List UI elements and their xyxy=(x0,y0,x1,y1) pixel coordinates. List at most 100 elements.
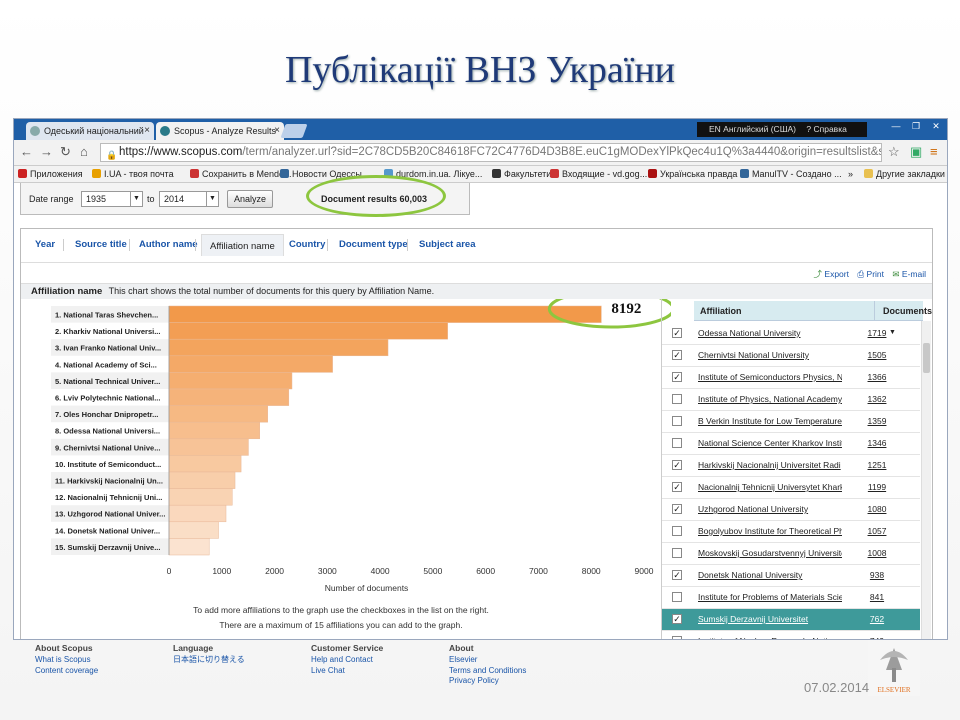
bookmark-item[interactable]: Входящие - vd.gog... xyxy=(550,166,647,182)
document-count-link[interactable]: 749 xyxy=(852,636,902,639)
minimize-icon[interactable]: — xyxy=(891,121,901,131)
back-icon[interactable]: ← xyxy=(20,144,33,159)
list-item[interactable]: Moskovskij Gosudarstvennyj Universite 100… xyxy=(662,543,920,565)
affiliation-link[interactable]: Sumskij Derzavnij Universitet xyxy=(698,614,809,624)
bookmark-item[interactable]: ManulTV - Создано ... xyxy=(740,166,842,182)
list-scrollbar[interactable] xyxy=(921,321,931,639)
document-count-link[interactable]: 1366 xyxy=(867,372,887,382)
document-count-link[interactable]: 1080 xyxy=(867,504,887,514)
document-count-link[interactable]: 1346 xyxy=(867,438,887,448)
affiliation-checkbox[interactable]: ✓ xyxy=(672,614,682,624)
restore-icon[interactable]: ❐ xyxy=(911,121,921,131)
bookmark-item[interactable]: I.UA - твоя почта xyxy=(92,166,174,182)
affiliation-link[interactable]: Institute of Semiconductors Physics, N xyxy=(698,372,842,382)
affiliation-checkbox[interactable] xyxy=(672,548,682,558)
footer-link[interactable]: Terms and Conditions xyxy=(449,665,527,675)
list-item[interactable]: Bogolyubov Institute for Theoretical Ph 1… xyxy=(662,521,920,543)
documents-header[interactable]: Documents ▼ xyxy=(874,301,932,336)
affiliation-checkbox[interactable]: ✓ xyxy=(672,350,682,360)
star-icon[interactable]: ☆ xyxy=(888,144,900,159)
footer-link[interactable]: Elsevier xyxy=(449,655,478,664)
affiliation-link[interactable]: Moskovskij Gosudarstvennyj Universite xyxy=(698,548,842,558)
list-item[interactable]: National Science Center Kharkov Instit 13… xyxy=(662,433,920,455)
list-item[interactable]: Institute of Physics, National Academy 13… xyxy=(662,389,920,411)
tab-year[interactable]: Year xyxy=(35,239,56,250)
document-count-link[interactable]: 1362 xyxy=(867,394,887,404)
analyze-button[interactable]: Analyze xyxy=(227,190,273,208)
bookmark-item[interactable]: Факультети xyxy=(492,166,551,182)
extension-icon[interactable]: ▣ xyxy=(910,144,923,159)
footer-link[interactable]: What is Scopus xyxy=(35,655,91,664)
document-count-link[interactable]: 841 xyxy=(869,592,885,602)
footer-link[interactable]: Help and Contact xyxy=(311,655,373,664)
home-icon[interactable]: ⌂ xyxy=(80,144,88,159)
affiliation-checkbox[interactable] xyxy=(672,636,682,639)
footer-link[interactable]: Content coverage xyxy=(35,665,99,675)
bookmark-item[interactable]: Приложения xyxy=(18,166,83,182)
list-item[interactable]: ✓ Sumskij Derzavnij Universitet 762 xyxy=(662,609,920,631)
affiliation-checkbox[interactable]: ✓ xyxy=(672,504,682,514)
document-count-link[interactable]: 1199 xyxy=(867,482,887,492)
scroll-thumb[interactable] xyxy=(923,343,930,373)
reload-icon[interactable]: ↻ xyxy=(60,144,71,159)
affiliation-checkbox[interactable] xyxy=(672,526,682,536)
email-link[interactable]: E-mail xyxy=(901,269,926,279)
url-input[interactable]: 🔒 https://www.scopus.com/term/analyzer.u… xyxy=(100,143,882,162)
export-link[interactable]: Export xyxy=(824,269,849,279)
affiliation-link[interactable]: B Verkin Institute for Low Temperature xyxy=(698,416,842,426)
bookmark-item[interactable]: Новости Одессы xyxy=(280,166,362,182)
tab-country[interactable]: Country xyxy=(289,239,326,250)
list-item[interactable]: ✓ Chernivtsi National University 1505 xyxy=(662,345,920,367)
document-count-link[interactable]: 762 xyxy=(869,614,885,624)
affiliation-checkbox[interactable] xyxy=(672,416,682,426)
document-count-link[interactable]: 1359 xyxy=(867,416,887,426)
list-item[interactable]: ✓ Institute of Semiconductors Physics, N 1… xyxy=(662,367,920,389)
bookmark-item[interactable]: durdom.in.ua. Лікуе... xyxy=(384,166,482,182)
list-item[interactable]: Institute of Nuclear Research, National 7… xyxy=(662,631,920,639)
affiliation-link[interactable]: Donetsk National University xyxy=(698,570,803,580)
document-count-link[interactable]: 1251 xyxy=(867,460,887,470)
footer-link[interactable]: Live Chat xyxy=(311,665,345,675)
close-icon[interactable]: × xyxy=(144,125,150,136)
bookmark-item[interactable]: Сохранить в Mende... xyxy=(190,166,292,182)
tab-author-name[interactable]: Author name xyxy=(139,239,198,250)
new-tab-button[interactable] xyxy=(280,124,308,138)
menu-icon[interactable]: ≡ xyxy=(930,144,938,159)
list-item[interactable]: ✓ Odessa National University 1719 xyxy=(662,323,920,345)
bookmarks-overflow[interactable]: » xyxy=(848,169,854,179)
tab-document-type[interactable]: Document type xyxy=(339,239,408,250)
footer-link[interactable]: 日本語に切り替える xyxy=(173,655,245,664)
list-item[interactable]: ✓ Nacionalnij Tehnicnij Universytet Khark… xyxy=(662,477,920,499)
affiliation-checkbox[interactable] xyxy=(672,438,682,448)
print-link[interactable]: Print xyxy=(866,269,885,279)
to-year-select[interactable]: 2014 ▼ xyxy=(159,191,219,207)
tab-source-title[interactable]: Source title xyxy=(75,239,127,250)
window-close-icon[interactable]: ✕ xyxy=(932,121,940,131)
affiliation-link[interactable]: Uzhgorod National University xyxy=(698,504,809,514)
affiliation-checkbox[interactable] xyxy=(672,394,682,404)
tab-subject-area[interactable]: Subject area xyxy=(419,239,476,250)
tab-odessa[interactable]: Одеський національний × xyxy=(26,122,154,140)
bookmark-item[interactable]: Українська правда xyxy=(648,166,737,182)
close-icon[interactable]: × xyxy=(274,125,280,136)
document-count-link[interactable]: 1719 xyxy=(867,328,887,338)
affiliation-checkbox[interactable]: ✓ xyxy=(672,328,682,338)
affiliation-link[interactable]: Institute of Nuclear Research, National xyxy=(698,636,842,639)
affiliation-link[interactable]: Nacionalnij Tehnicnij Universytet Khark xyxy=(698,482,842,492)
footer-link[interactable]: Privacy Policy xyxy=(449,676,499,685)
affiliation-link[interactable]: Chernivtsi National University xyxy=(698,350,810,360)
list-item[interactable]: Institute for Problems of Materials Scie… xyxy=(662,587,920,609)
document-count-link[interactable]: 1057 xyxy=(867,526,887,536)
language-indicator[interactable]: EN Английский (США) ? Справка xyxy=(697,122,867,137)
affiliation-header[interactable]: Affiliation xyxy=(700,306,742,316)
list-item[interactable]: B Verkin Institute for Low Temperature 13… xyxy=(662,411,920,433)
bookmark-folder[interactable]: Другие закладки xyxy=(864,166,945,182)
forward-icon[interactable]: → xyxy=(40,144,53,159)
tab-scopus[interactable]: Scopus - Analyze Results × xyxy=(156,122,284,140)
list-item[interactable]: ✓ Harkivskij Nacionalnij Universitet Radi… xyxy=(662,455,920,477)
affiliation-link[interactable]: Odessa National University xyxy=(698,328,801,338)
affiliation-link[interactable]: National Science Center Kharkov Instit xyxy=(698,438,842,448)
list-item[interactable]: ✓ Donetsk National University 938 xyxy=(662,565,920,587)
affiliation-checkbox[interactable]: ✓ xyxy=(672,570,682,580)
tab-affiliation-name[interactable]: Affiliation name xyxy=(201,234,284,256)
